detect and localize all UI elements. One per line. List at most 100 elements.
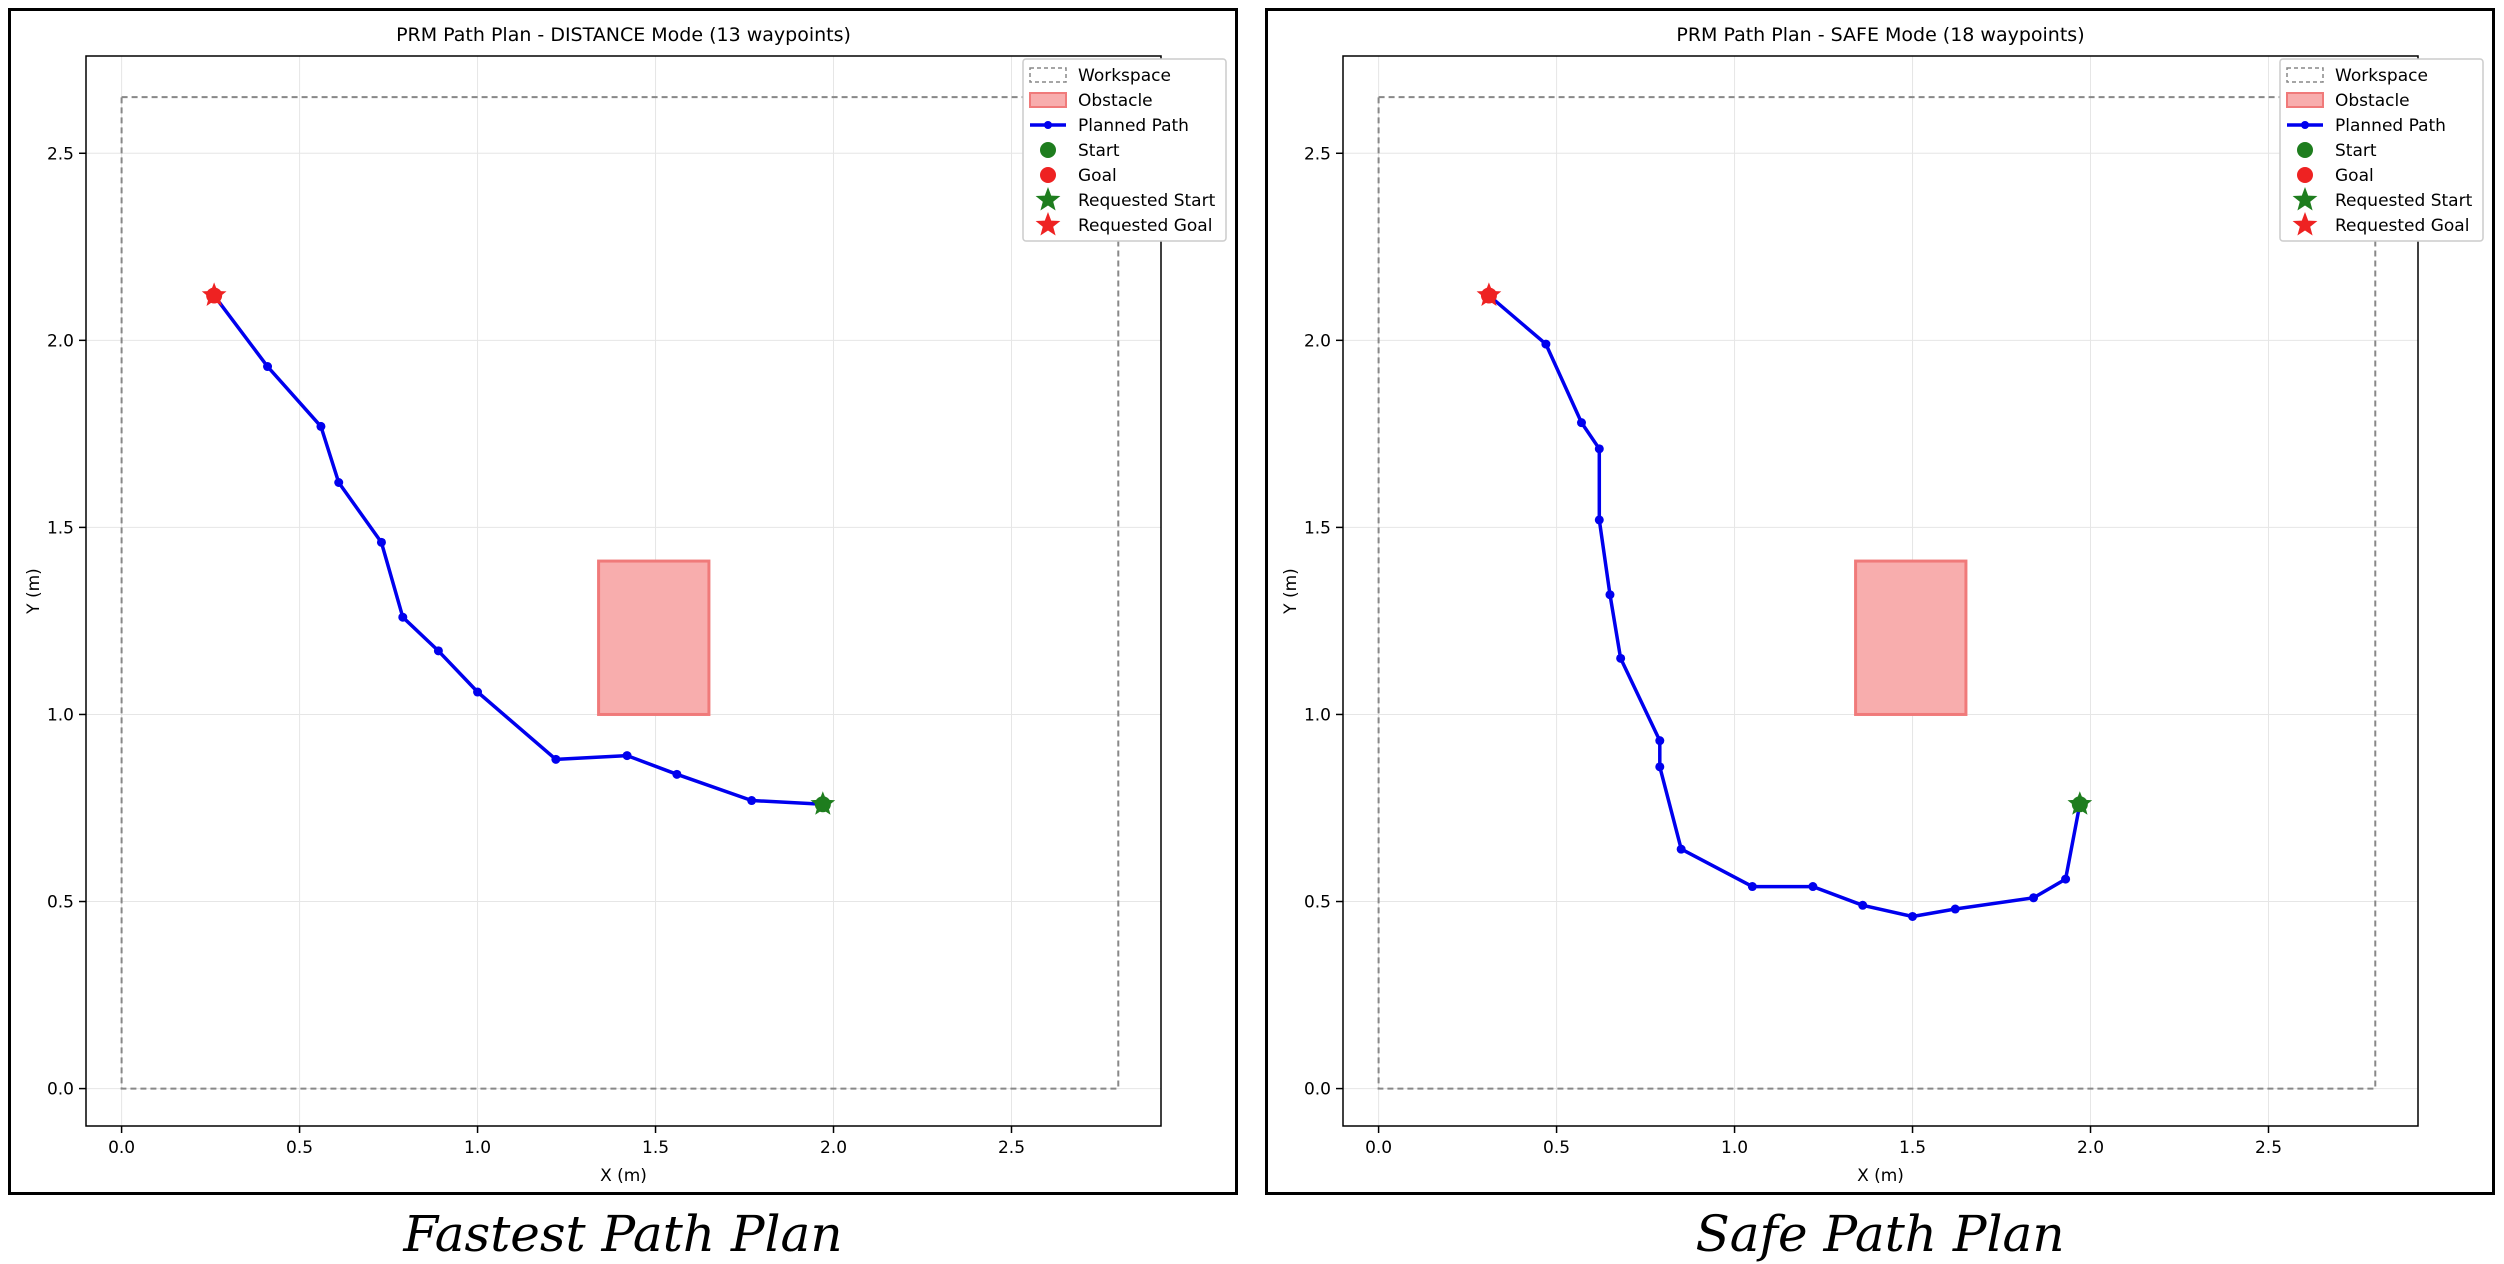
x-tick-label: 1.0 [464, 1138, 491, 1158]
legend-label: Start [1078, 141, 1120, 161]
safe-path-caption: Safe Path Plan [1695, 1205, 2065, 1263]
waypoint-point [1605, 590, 1615, 600]
x-tick-label: 0.0 [1365, 1138, 1392, 1158]
legend-box [2279, 58, 2484, 242]
y-tick-label: 1.5 [47, 518, 74, 538]
distance-mode-plot-panel: PRM Path Plan - DISTANCE Mode (13 waypoi… [8, 8, 1238, 1195]
legend-label: Planned Path [1078, 116, 1189, 136]
waypoint-point [1808, 882, 1818, 892]
waypoint-point [433, 646, 443, 656]
legend-label: Requested Goal [1078, 216, 1212, 236]
waypoint-point [1594, 515, 1604, 525]
y-tick-label: 1.0 [47, 705, 74, 725]
legend-swatch-requested-goal [1035, 212, 1061, 236]
y-tick-label: 2.5 [47, 144, 74, 164]
waypoint-point [1655, 762, 1665, 772]
y-tick-label: 0.5 [47, 893, 74, 913]
waypoint-point [376, 537, 386, 547]
requested-goal-star [201, 282, 227, 306]
legend-swatch-requested-start [1035, 187, 1061, 211]
fastest-path-caption: Fastest Path Plan [403, 1205, 843, 1263]
plot-frame [85, 55, 1162, 1127]
x-axis-label: X (m) [600, 1166, 647, 1186]
y-tick-label: 1.0 [1304, 705, 1331, 725]
waypoint-point [1858, 900, 1868, 910]
planned-path-line [1487, 294, 2082, 919]
waypoint-point [1950, 904, 1960, 914]
x-tick-label: 1.5 [1899, 1138, 1926, 1158]
safe-mode-plot-panel: PRM Path Plan - SAFE Mode (18 waypoints)… [1265, 8, 2495, 1195]
legend-swatch-start [1040, 142, 1056, 158]
waypoint-point [1594, 444, 1604, 454]
legend-label: Requested Goal [2335, 216, 2469, 236]
workspace-boundary [1377, 96, 2377, 1090]
waypoint-point [1616, 653, 1626, 663]
legend-label: Start [2335, 141, 2377, 161]
y-tick-label: 2.0 [1304, 331, 1331, 351]
y-tick-label: 2.5 [1304, 144, 1331, 164]
y-tick-label: 0.5 [1304, 893, 1331, 913]
legend-swatch-obstacle [2286, 92, 2324, 108]
waypoint-point [2061, 874, 2071, 884]
legend-swatch-goal [2297, 167, 2313, 183]
legend-label: Requested Start [2335, 191, 2473, 211]
legend-label: Workspace [2335, 66, 2428, 86]
y-axis-label: Y (m) [1281, 568, 1301, 615]
legend-label: Obstacle [2335, 91, 2410, 111]
legend-swatch-start [2297, 142, 2313, 158]
obstacle-rect [1854, 559, 1968, 716]
x-tick-label: 1.0 [1721, 1138, 1748, 1158]
legend-label: Planned Path [2335, 116, 2446, 136]
waypoint-point [1676, 844, 1686, 854]
waypoint-point [672, 769, 682, 779]
x-tick-label: 2.5 [2255, 1138, 2282, 1158]
y-tick-label: 0.0 [1304, 1080, 1331, 1100]
chart-title: PRM Path Plan - SAFE Mode (18 waypoints) [1676, 24, 2084, 46]
obstacle-rect [597, 559, 711, 716]
waypoint-point [1747, 882, 1757, 892]
y-axis-label: Y (m) [24, 568, 44, 615]
requested-start-star [810, 791, 836, 815]
legend-label: Requested Start [1078, 191, 1216, 211]
legend-swatch-requested-goal [2292, 212, 2318, 236]
planned-path-line [212, 294, 823, 807]
legend-swatch-requested-start [2292, 187, 2318, 211]
waypoint-point [316, 421, 326, 431]
x-tick-label: 0.5 [1543, 1138, 1570, 1158]
requested-goal-star [1476, 282, 1502, 306]
waypoint-point [2029, 893, 2039, 903]
legend-label: Obstacle [1078, 91, 1153, 111]
waypoint-point [473, 687, 483, 697]
legend-box [1022, 58, 1227, 242]
x-tick-label: 0.5 [286, 1138, 313, 1158]
waypoint-point [622, 751, 632, 761]
legend-swatch-workspace [1029, 67, 1067, 83]
waypoint-point [1541, 339, 1551, 349]
x-axis-label: X (m) [1857, 1166, 1904, 1186]
waypoint-point [551, 754, 561, 764]
legend-swatch-goal [1040, 167, 1056, 183]
waypoint-point [398, 612, 408, 622]
waypoint-point [334, 478, 344, 488]
x-tick-label: 0.0 [108, 1138, 135, 1158]
y-tick-label: 1.5 [1304, 518, 1331, 538]
x-tick-label: 2.5 [998, 1138, 1025, 1158]
y-tick-label: 0.0 [47, 1080, 74, 1100]
legend-label: Goal [2335, 166, 2374, 186]
waypoint-point [747, 796, 757, 806]
waypoint-point [1655, 736, 1665, 746]
x-tick-label: 1.5 [642, 1138, 669, 1158]
legend-swatch-obstacle [1029, 92, 1067, 108]
legend-swatch-path-dot [1044, 121, 1052, 129]
distance-mode-chart: PRM Path Plan - DISTANCE Mode (13 waypoi… [24, 24, 1227, 1186]
workspace-boundary [120, 96, 1120, 1090]
requested-start-star [2067, 791, 2093, 815]
chart-title: PRM Path Plan - DISTANCE Mode (13 waypoi… [396, 24, 851, 46]
safe-mode-chart: PRM Path Plan - SAFE Mode (18 waypoints)… [1281, 24, 2484, 1186]
waypoint-point [1576, 418, 1586, 428]
plot-frame [1342, 55, 2419, 1127]
legend-swatch-workspace [2286, 67, 2324, 83]
y-tick-label: 2.0 [47, 331, 74, 351]
x-tick-label: 2.0 [820, 1138, 847, 1158]
legend-swatch-path-dot [2301, 121, 2309, 129]
